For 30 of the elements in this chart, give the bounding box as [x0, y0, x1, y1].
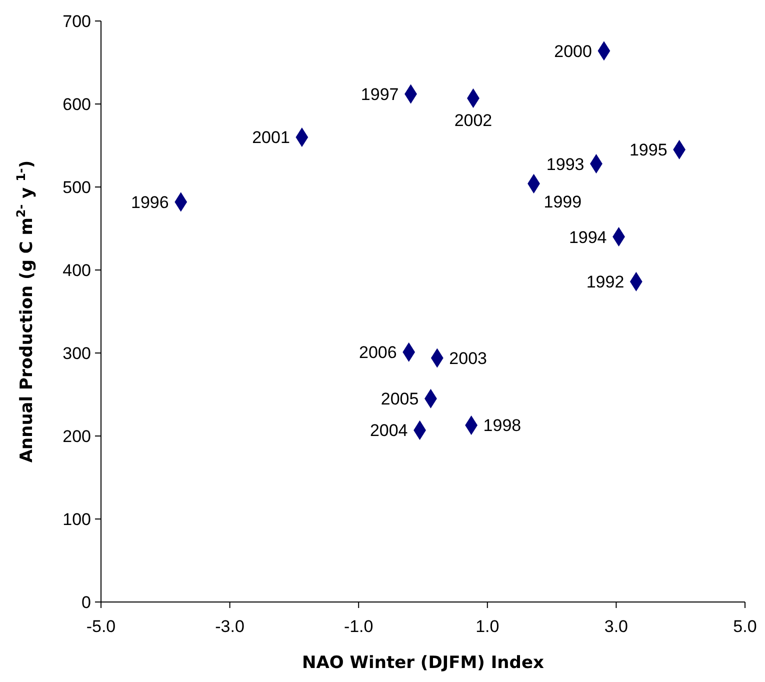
x-tick-label: -1.0	[344, 617, 374, 636]
x-tick-label: -3.0	[215, 617, 244, 636]
annotation: 1995	[629, 140, 668, 160]
x-tick-label: 5.0	[733, 617, 757, 636]
annotation: 1992	[586, 272, 624, 292]
x-tick-label: 3.0	[604, 617, 628, 636]
annotation: 2003	[449, 348, 487, 368]
annotation: 2005	[380, 390, 419, 409]
annotation: 1996	[131, 192, 169, 212]
annotation: 1997	[360, 85, 399, 104]
y-tick-label: 500	[62, 178, 91, 197]
y-tick-label: 0	[82, 593, 91, 612]
annotation: 2000	[554, 42, 592, 61]
annotation: 1994	[568, 228, 607, 247]
annotation: 2004	[370, 421, 408, 440]
annotation: 2001	[252, 128, 290, 148]
x-tick-label: 1.0	[476, 617, 500, 636]
annotation: 2006	[359, 343, 397, 362]
annotation: 1998	[483, 416, 522, 436]
y-tick-label: 700	[62, 12, 91, 31]
y-tick-label: 300	[62, 344, 91, 363]
annotation: 1993	[546, 154, 584, 174]
y-tick-label: 200	[62, 427, 91, 446]
y-tick-label: 100	[62, 510, 91, 529]
annotation: 1999	[544, 192, 582, 212]
y-tick-label: 400	[62, 261, 91, 280]
annotation: 2002	[454, 111, 492, 130]
x-tick-label: -5.0	[86, 617, 116, 636]
y-tick-label: 600	[62, 95, 91, 114]
x-axis-title: NAO Winter (DJFM) Index	[302, 653, 544, 673]
